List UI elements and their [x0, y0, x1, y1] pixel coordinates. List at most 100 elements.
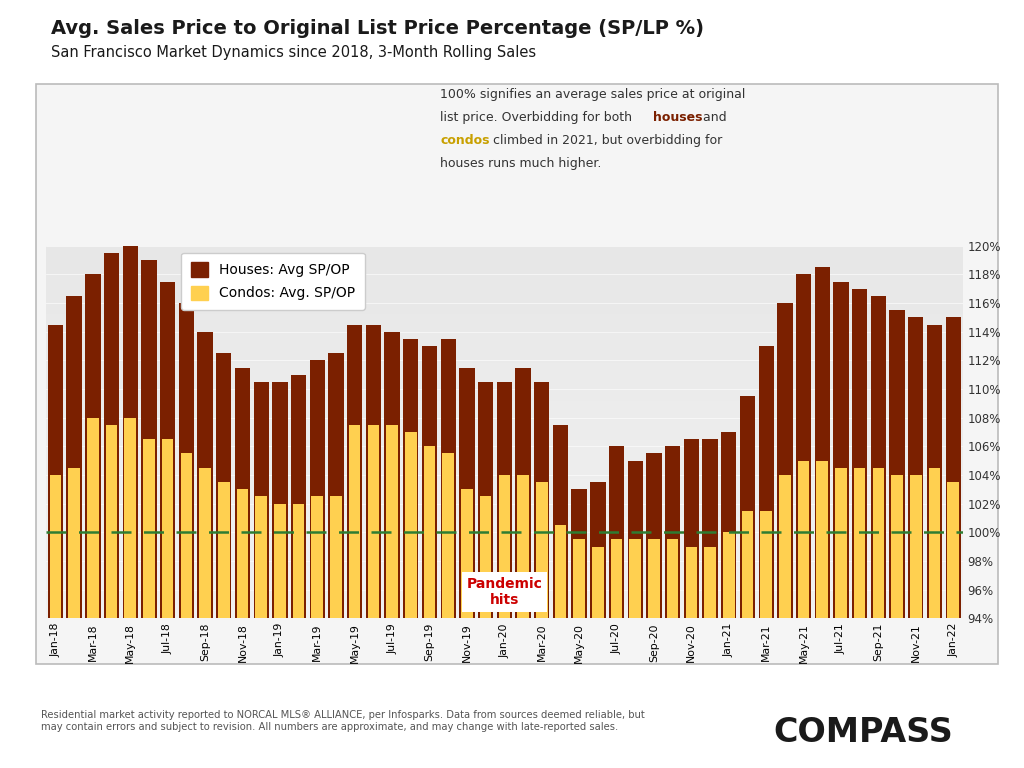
Text: list price. Overbidding for both: list price. Overbidding for both — [440, 111, 636, 124]
Bar — [610, 539, 623, 618]
Bar — [685, 547, 697, 618]
Bar — [103, 253, 119, 618]
Bar — [741, 511, 754, 618]
Bar — [311, 496, 324, 618]
Bar — [796, 274, 811, 618]
Bar — [237, 489, 248, 618]
Bar — [910, 475, 922, 618]
Bar — [779, 475, 791, 618]
Bar — [309, 360, 325, 618]
Bar — [366, 325, 381, 618]
Bar — [179, 303, 194, 618]
Bar — [330, 496, 342, 618]
Bar — [87, 418, 98, 618]
Bar — [852, 289, 867, 618]
Bar — [143, 439, 155, 618]
Bar — [105, 425, 118, 618]
Text: climbed in 2021, but overbidding for: climbed in 2021, but overbidding for — [489, 134, 723, 147]
Bar — [646, 453, 662, 618]
Bar — [255, 496, 267, 618]
Bar — [67, 296, 82, 618]
Bar — [293, 504, 304, 618]
Bar — [368, 425, 379, 618]
Bar — [798, 461, 809, 618]
Bar — [200, 468, 211, 618]
Bar — [592, 547, 603, 618]
Bar — [517, 475, 528, 618]
Bar — [836, 468, 847, 618]
Bar — [908, 317, 924, 618]
Bar — [555, 525, 566, 618]
Bar — [535, 382, 550, 618]
Bar — [386, 425, 398, 618]
Bar — [123, 246, 138, 618]
Bar — [272, 382, 288, 618]
Bar — [384, 332, 399, 618]
Text: Pandemic
hits: Pandemic hits — [466, 577, 543, 607]
Bar — [49, 475, 61, 618]
Bar — [590, 482, 605, 618]
Text: houses runs much higher.: houses runs much higher. — [440, 157, 602, 170]
Bar — [347, 325, 362, 618]
Bar — [349, 425, 360, 618]
Bar — [667, 539, 679, 618]
Text: Residential market activity reported to NORCAL MLS® ALLIANCE, per Infosparks. Da: Residential market activity reported to … — [41, 710, 645, 732]
Bar — [705, 547, 716, 618]
Bar — [406, 432, 417, 618]
Bar — [816, 461, 828, 618]
Bar — [929, 468, 940, 618]
Bar — [571, 489, 587, 618]
Bar — [422, 346, 437, 618]
Bar — [69, 468, 80, 618]
Bar — [85, 274, 100, 618]
Bar — [442, 453, 454, 618]
Bar — [274, 504, 286, 618]
Bar — [870, 296, 886, 618]
Bar — [329, 353, 344, 618]
Bar — [459, 368, 474, 618]
Text: condos: condos — [440, 134, 489, 147]
Bar — [702, 439, 718, 618]
Bar — [515, 368, 530, 618]
Bar — [536, 482, 548, 618]
Bar — [761, 511, 772, 618]
Bar — [815, 267, 829, 618]
Bar — [234, 368, 250, 618]
Bar — [254, 382, 269, 618]
Bar — [723, 532, 734, 618]
Bar — [609, 446, 625, 618]
Bar — [48, 325, 63, 618]
Bar — [461, 489, 473, 618]
Bar — [891, 475, 903, 618]
Bar — [553, 425, 568, 618]
Text: houses: houses — [653, 111, 702, 124]
Bar — [141, 260, 157, 618]
Bar — [125, 418, 136, 618]
Bar — [834, 282, 849, 618]
Bar — [291, 375, 306, 618]
Bar — [684, 439, 699, 618]
Bar — [497, 382, 512, 618]
Bar — [424, 446, 435, 618]
Bar — [947, 482, 959, 618]
Bar — [648, 539, 659, 618]
Bar — [180, 453, 193, 618]
Bar — [945, 317, 961, 618]
Bar — [777, 303, 793, 618]
Bar — [854, 468, 865, 618]
Bar — [440, 339, 456, 618]
Bar — [478, 382, 494, 618]
Bar — [198, 332, 213, 618]
Text: COMPASS: COMPASS — [773, 716, 953, 749]
Text: San Francisco Market Dynamics since 2018, 3-Month Rolling Sales: San Francisco Market Dynamics since 2018… — [51, 45, 537, 60]
Bar — [630, 539, 641, 618]
Text: and: and — [699, 111, 727, 124]
Bar — [628, 461, 643, 618]
Bar — [499, 475, 510, 618]
Bar — [160, 282, 175, 618]
Text: Avg. Sales Price to Original List Price Percentage (SP/LP %): Avg. Sales Price to Original List Price … — [51, 19, 705, 38]
Bar — [573, 539, 585, 618]
Bar — [927, 325, 942, 618]
Bar — [218, 482, 229, 618]
Text: 100% signifies an average sales price at original: 100% signifies an average sales price at… — [440, 88, 745, 101]
